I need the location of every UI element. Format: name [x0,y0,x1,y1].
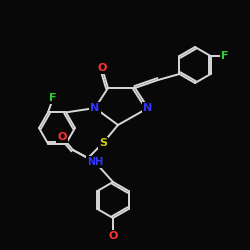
Text: NH: NH [87,157,103,167]
Text: O: O [97,63,107,73]
Text: O: O [57,132,67,142]
Text: N: N [144,103,152,113]
Text: F: F [49,94,57,104]
Text: N: N [90,103,100,113]
Text: S: S [99,138,107,148]
Text: F: F [221,51,228,61]
Text: O: O [108,231,118,241]
